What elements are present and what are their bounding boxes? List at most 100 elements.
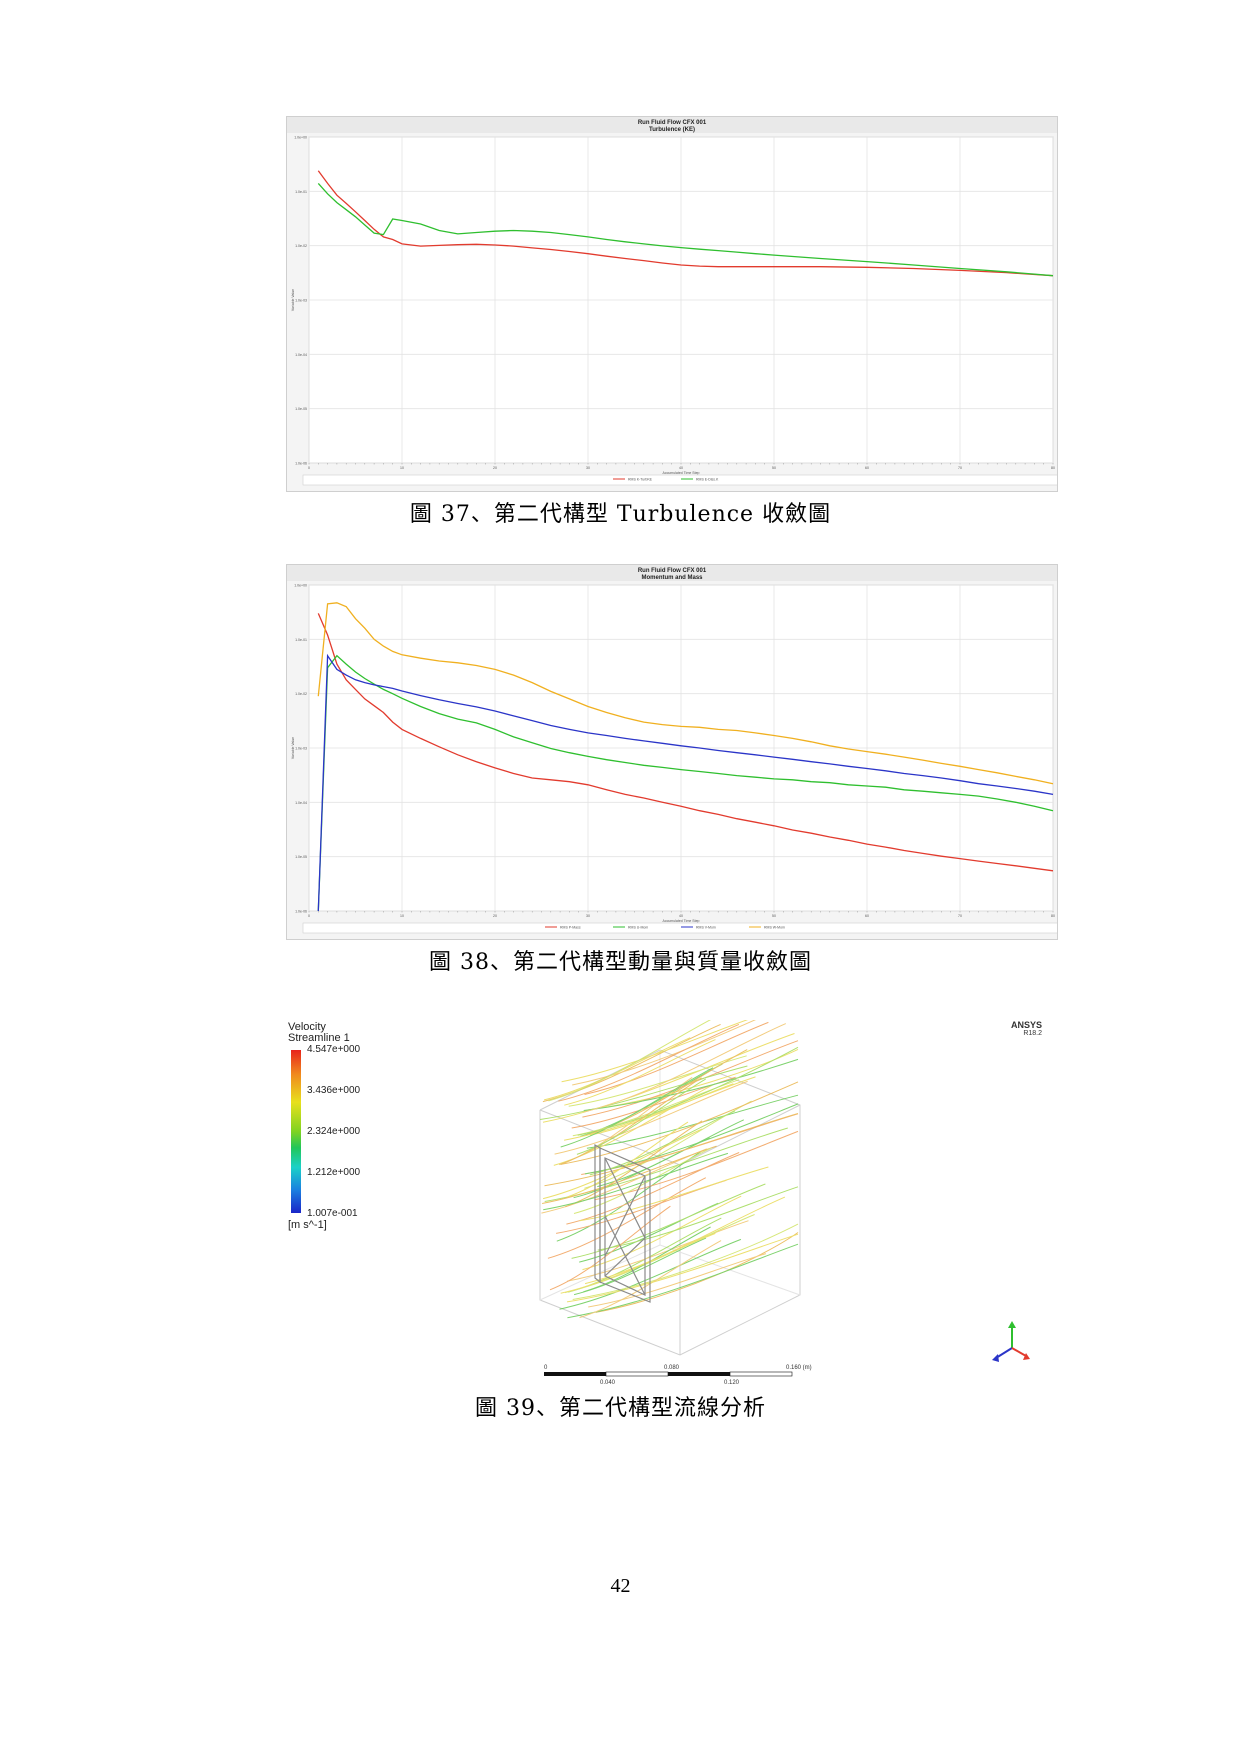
turbulence-chart: Run Fluid Flow CFX 001 Turbulence (KE) 1.0… <box>286 116 1058 492</box>
turbulence-xtick-label: 30 <box>586 466 590 470</box>
streamline <box>582 1195 742 1271</box>
streamline <box>560 1067 714 1148</box>
turbulence-ytick-label: 1.0e-06 <box>295 462 307 466</box>
momentum-legend-label: RMS V-Mom <box>696 925 716 929</box>
streamline <box>579 1166 769 1222</box>
streamline <box>597 1119 745 1188</box>
streamline <box>543 1037 691 1101</box>
ansys-version: R18.2 <box>1023 1030 1042 1037</box>
legend-label-max: 4.547e+000 <box>307 1044 361 1055</box>
streamline <box>572 1020 757 1086</box>
turbulence-ytick-label: 1.0e-05 <box>295 407 307 411</box>
streamline <box>584 1196 786 1285</box>
scale-tick-0: 0 <box>544 1365 548 1371</box>
turbulence-ytick-label: 1.0e-04 <box>295 353 307 357</box>
turbulence-legend-label: RMS K-TurbKE <box>628 477 653 481</box>
turbulence-subtitle: Turbulence (KE) <box>649 127 695 133</box>
momentum-xtick-label: 20 <box>493 914 497 918</box>
legend-label-min: 1.007e-001 <box>307 1208 358 1219</box>
turbulence-xtick-label: 40 <box>679 466 683 470</box>
turbulence-title-band <box>287 117 1057 133</box>
momentum-legend-label: RMS U-Mom <box>628 925 648 929</box>
streamline <box>565 1120 703 1208</box>
streamline <box>571 1183 766 1259</box>
scale-tick-1: 0.080 <box>664 1365 680 1371</box>
scale-bar: 0 0.080 0.160 (m) 0.040 0.120 <box>544 1365 812 1386</box>
momentum-xtick-label: 80 <box>1051 914 1055 918</box>
streamline <box>567 1243 799 1319</box>
streamline <box>549 1205 671 1291</box>
turbulence-xtick-label: 0 <box>308 466 310 470</box>
streamline <box>583 1023 787 1113</box>
momentum-legend <box>302 922 1057 934</box>
x-axis-head <box>1023 1353 1030 1360</box>
streamline <box>597 1186 799 1251</box>
momentum-title: Run Fluid Flow CFX 001 <box>638 568 707 574</box>
momentum-xtick-label: 30 <box>586 914 590 918</box>
momentum-xtick-label: 10 <box>400 914 404 918</box>
legend-label-2: 3.436e+000 <box>307 1085 361 1096</box>
velocity-colorbar <box>291 1050 301 1213</box>
turbulence-legend-label: RMS E-Diss.K <box>696 477 719 481</box>
streamline <box>583 1058 799 1111</box>
momentum-title-band <box>287 565 1057 581</box>
momentum-ytick-label: 1.0e+00 <box>294 584 307 588</box>
streamline <box>547 1177 707 1259</box>
momentum-xtick-label: 0 <box>308 914 310 918</box>
turbulence-xtick-label: 60 <box>865 466 869 470</box>
legend-title: Velocity <box>288 1021 326 1033</box>
turbulence-xtick-label: 70 <box>958 466 962 470</box>
momentum-ytick-label: 1.0e-04 <box>295 801 307 805</box>
momentum-ytick-label: 1.0e-01 <box>295 638 307 642</box>
streamline <box>543 1152 729 1211</box>
streamline <box>589 1110 736 1176</box>
momentum-ylabel: Variable Value <box>291 737 295 759</box>
turbulence-ytick-label: 1.0e+00 <box>294 136 307 140</box>
streamline <box>559 1238 742 1310</box>
legend-label-3: 2.324e+000 <box>307 1126 361 1137</box>
momentum-xlabel: Accumulated Time Step <box>663 919 700 923</box>
streamline <box>584 1021 769 1095</box>
streamline <box>566 1152 740 1225</box>
momentum-xtick-label: 70 <box>958 914 962 918</box>
momentum-subtitle: Momentum and Mass <box>641 575 703 581</box>
streamline <box>558 1023 740 1102</box>
streamline <box>584 1103 799 1175</box>
velocity-legend: Velocity Streamline 1 4.547e+000 3.436e+… <box>288 1022 408 1242</box>
momentum-series-line-2 <box>317 654 1054 912</box>
streamline <box>587 1048 799 1111</box>
turbulence-title: Run Fluid Flow CFX 001 <box>638 120 707 126</box>
momentum-ytick-label: 1.0e-05 <box>295 855 307 859</box>
ansys-logo-text: ANSYS <box>1010 1020 1042 1030</box>
streamline-view <box>539 1020 801 1356</box>
turbulence-series-line-2 <box>317 182 1054 277</box>
turbulence-ytick-label: 1.0e-03 <box>295 299 307 303</box>
legend-unit: [m s^-1] <box>288 1219 327 1231</box>
streamline <box>542 1033 795 1123</box>
vehicle-frame <box>594 1143 651 1303</box>
streamline <box>594 1130 799 1201</box>
streamline <box>577 1046 799 1136</box>
streamlines <box>540 1020 799 1319</box>
streamline <box>542 1145 717 1204</box>
turbulence-xtick-label: 50 <box>772 466 776 470</box>
ansys-logo: ANSYS R18.2 <box>990 1020 1042 1037</box>
momentum-series-line-4 <box>317 602 1054 785</box>
turbulence-ylabel: Variable Value <box>291 289 295 311</box>
turbulence-xtick-label: 10 <box>400 466 404 470</box>
streamline <box>566 1233 799 1303</box>
scale-subtick-0: 0.040 <box>600 1380 616 1386</box>
turbulence-xlabel: Accumulated Time Step <box>663 471 700 475</box>
streamline <box>588 1253 767 1308</box>
turbulence-legend <box>302 474 1057 486</box>
figure-38-caption: 圖 38、第二代構型動量與質量收斂圖 <box>429 950 812 975</box>
scale-subtick-1: 0.120 <box>724 1380 740 1386</box>
z-axis-head <box>992 1354 999 1362</box>
momentum-series-line-1 <box>317 613 1054 872</box>
turbulence-xtick-label: 20 <box>493 466 497 470</box>
streamline <box>572 1223 799 1300</box>
momentum-legend-label: RMS W-Mom <box>764 925 785 929</box>
streamline <box>567 1121 689 1198</box>
streamline <box>548 1020 711 1102</box>
